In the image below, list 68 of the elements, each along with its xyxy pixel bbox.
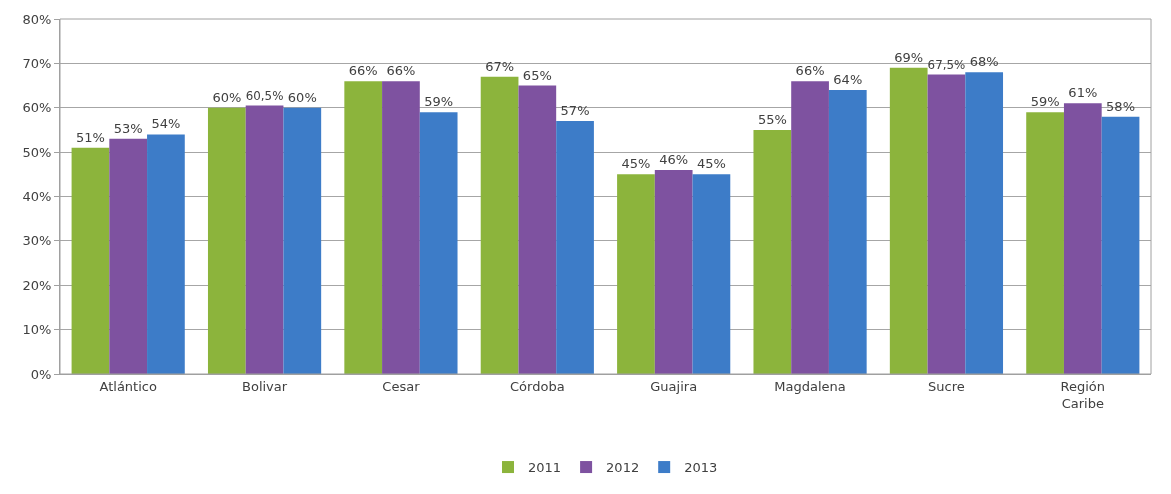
bar xyxy=(419,112,458,374)
x-tick-label: Región Caribe xyxy=(1060,378,1106,411)
y-tick-label: 10% xyxy=(22,322,52,338)
data-label: 57% xyxy=(560,103,590,119)
x-tick-label: Atlántico xyxy=(99,378,157,394)
data-label: 60,5% xyxy=(245,88,284,103)
data-label: 53% xyxy=(113,120,143,136)
y-tick-label: 60% xyxy=(22,100,52,116)
data-label: 58% xyxy=(1106,98,1135,114)
data-label: 61% xyxy=(1068,85,1098,101)
y-tick-label: 30% xyxy=(22,233,52,249)
data-label: 66% xyxy=(348,63,378,79)
x-tick-label: Guajira xyxy=(650,378,698,394)
legend-label: 2011 xyxy=(528,460,562,476)
bar xyxy=(692,174,731,374)
bar xyxy=(753,129,792,374)
bar xyxy=(382,81,420,374)
data-label: 51% xyxy=(76,129,105,145)
bar xyxy=(791,81,829,374)
data-label: 66% xyxy=(386,63,416,79)
bar xyxy=(828,90,867,374)
data-label: 67,5% xyxy=(927,57,966,72)
bar xyxy=(617,174,655,374)
data-label: 59% xyxy=(1030,94,1060,110)
x-tick-label: Bolivar xyxy=(242,378,288,394)
bar xyxy=(109,138,148,374)
data-label: 55% xyxy=(757,111,787,127)
y-tick-label: 70% xyxy=(22,55,52,71)
data-label: 46% xyxy=(659,151,689,167)
bar xyxy=(283,107,322,374)
x-tick-label: Magdalena xyxy=(774,378,846,394)
legend-label: 2012 xyxy=(606,460,640,476)
bar xyxy=(556,121,594,374)
bar xyxy=(147,134,185,374)
bar xyxy=(654,169,693,374)
data-label: 65% xyxy=(522,67,552,83)
bar xyxy=(344,81,383,374)
bar xyxy=(1063,103,1102,374)
y-tick-label: 0% xyxy=(30,366,52,382)
y-tick-label: 80% xyxy=(22,11,52,27)
bar xyxy=(480,76,519,374)
x-tick-label: Sucre xyxy=(928,378,965,394)
bar xyxy=(927,74,966,374)
data-label: 64% xyxy=(833,72,863,87)
data-label: 69% xyxy=(894,49,924,65)
legend-label: 2013 xyxy=(684,460,718,476)
bar xyxy=(965,72,1004,374)
bar xyxy=(889,67,928,374)
data-label: 45% xyxy=(621,156,651,172)
bar xyxy=(207,107,246,374)
data-label: 68% xyxy=(969,54,999,70)
data-label: 60% xyxy=(287,89,317,105)
x-tick-label: Cesar xyxy=(382,378,421,394)
bar xyxy=(245,105,284,374)
bar xyxy=(518,85,557,374)
x-tick-label: Córdoba xyxy=(510,378,565,394)
y-tick-label: 50% xyxy=(22,144,52,160)
data-label: 60% xyxy=(212,89,242,105)
y-tick-label: 20% xyxy=(22,277,52,293)
y-tick-label: 40% xyxy=(22,189,52,205)
data-label: 66% xyxy=(795,63,825,79)
data-label: 59% xyxy=(424,94,454,110)
bar xyxy=(1026,112,1064,374)
data-label: 54% xyxy=(151,116,181,132)
data-label: 45% xyxy=(696,156,726,172)
bar xyxy=(71,147,110,374)
data-label: 67% xyxy=(485,58,515,74)
bar xyxy=(1101,116,1140,374)
